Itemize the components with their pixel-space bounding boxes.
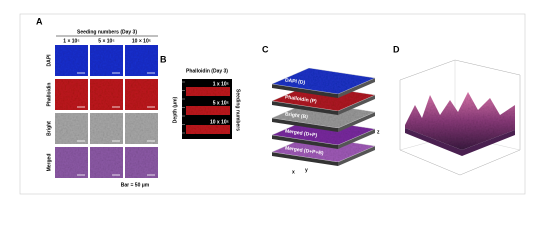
side-label: Seeding numbers	[235, 89, 241, 131]
column-header: 5 × 10⁵	[98, 38, 115, 44]
row-label: DAPI	[46, 54, 52, 67]
micrograph	[125, 45, 158, 76]
scale-note: Bar = 50 μm	[121, 182, 150, 188]
micrograph	[55, 79, 88, 110]
row-label: Phalloidin	[46, 83, 52, 107]
row-label: Merged	[46, 154, 52, 172]
micrograph	[125, 147, 158, 178]
layer-label: DAPI (D)	[285, 77, 306, 86]
panel-title: Phalloidin (Day 3)	[186, 68, 228, 74]
micrograph	[125, 113, 158, 144]
z-section	[186, 125, 230, 134]
layer-side	[338, 112, 375, 132]
axis-z: z	[377, 129, 380, 135]
strip-label: 10 x 10⁵	[210, 119, 230, 125]
layer-side	[272, 118, 338, 132]
micrograph	[55, 147, 88, 178]
z-section	[186, 106, 230, 115]
micrograph	[90, 147, 123, 178]
axis-y: y	[305, 167, 308, 173]
z-section	[186, 87, 230, 96]
surface-plot	[399, 59, 521, 176]
axis-x: x	[292, 169, 295, 175]
layer-side	[272, 84, 338, 98]
strip-label: 5 x 10⁵	[213, 100, 230, 106]
layer-side	[338, 146, 375, 166]
column-header: 10 × 10⁵	[132, 38, 152, 44]
header: Seeding numbers (Day 3)	[77, 29, 137, 35]
layer-stack: Merged (D+P+B) Merged (D+P) Bright (B) Phal…	[271, 67, 376, 166]
panel-label: D	[393, 44, 400, 54]
layer-label: Merged (D+P)	[285, 128, 318, 138]
layer-side	[338, 95, 375, 115]
layer-label: Bright (B)	[285, 111, 309, 120]
strip-label: 1 x 10⁵	[213, 81, 230, 87]
panel-label: A	[36, 16, 43, 26]
layer-side	[338, 78, 375, 98]
row-label: Bright	[46, 121, 52, 136]
micrograph	[125, 79, 158, 110]
layer-side	[272, 152, 338, 166]
frame	[19, 13, 526, 195]
micrograph	[90, 45, 123, 76]
figure: A Seeding numbers (Day 3) Bar = 50 μm B …	[19, 13, 526, 195]
panel-label: C	[262, 44, 269, 54]
axis-label: Depth (μm)	[172, 96, 178, 123]
micrograph	[55, 45, 88, 76]
micrograph	[55, 113, 88, 144]
column-header: 1 × 10⁵	[63, 38, 80, 44]
layer-side	[272, 101, 338, 115]
layer-side	[338, 129, 375, 149]
layer	[271, 67, 376, 95]
panel-label: B	[160, 54, 167, 64]
layer-side	[272, 135, 338, 149]
layer-label: Merged (D+P+B)	[285, 145, 325, 156]
micrograph	[90, 79, 123, 110]
layer-label: Phalloidin (P)	[285, 94, 318, 104]
micrograph	[90, 113, 123, 144]
